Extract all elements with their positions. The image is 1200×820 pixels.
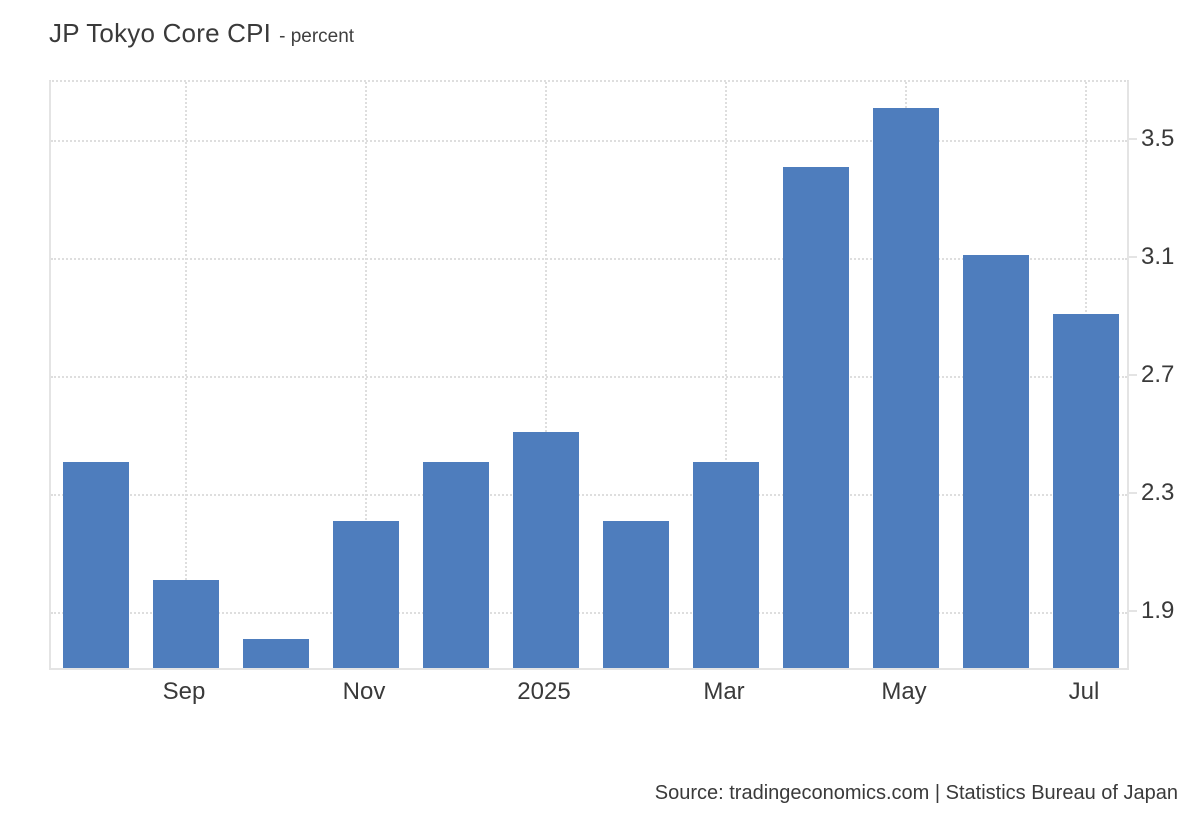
bar-aug-2024[interactable] [63,461,129,668]
x-tick-label: Sep [162,678,206,705]
chart-title: JP Tokyo Core CPI [49,18,272,48]
bar-dec-2024[interactable] [423,461,489,668]
bar-nov-2024[interactable] [333,520,399,668]
y-tick-mark [1129,374,1137,376]
y-grid-line [51,376,1127,378]
y-tick-label: 1.9 [1141,597,1175,624]
x-tick-label: May [881,678,927,705]
y-grid-line [51,494,1127,496]
x-tick-label: Jul [1068,678,1100,705]
x-grid-line [725,82,727,668]
y-tick-label: 2.7 [1141,361,1175,388]
y-grid-line [51,258,1127,260]
y-tick-mark [1129,256,1137,258]
y-tick-mark [1129,492,1137,494]
y-grid-line [51,140,1127,142]
plot-area [49,80,1129,670]
bar-mar-2025[interactable] [693,461,759,668]
x-grid-line [365,82,367,668]
y-tick-label: 3.1 [1141,243,1175,270]
bar-jun-2025[interactable] [963,255,1029,668]
y-tick-label: 3.5 [1141,125,1175,152]
bar-may-2025[interactable] [873,107,939,668]
chart-unit-label: - percent [279,26,355,47]
y-tick-label: 2.3 [1141,479,1175,506]
chart-header: JP Tokyo Core CPI - percent [49,18,354,49]
y-grid-line [51,612,1127,614]
x-tick-label: Mar [703,678,745,705]
x-grid-line [545,82,547,668]
x-grid-line [185,82,187,668]
bar-apr-2025[interactable] [783,166,849,668]
bar-jan-2025[interactable] [513,432,579,668]
source-text: Source: tradingeconomics.com | Statistic… [654,782,1178,804]
bar-feb-2025[interactable] [603,520,669,668]
x-tick-label: 2025 [517,678,571,705]
bar-oct-2024[interactable] [243,638,309,668]
bar-sep-2024[interactable] [153,579,219,668]
bar-jul-2025[interactable] [1053,314,1119,668]
y-tick-mark [1129,138,1137,140]
y-tick-mark [1129,610,1137,612]
x-tick-label: Nov [342,678,386,705]
